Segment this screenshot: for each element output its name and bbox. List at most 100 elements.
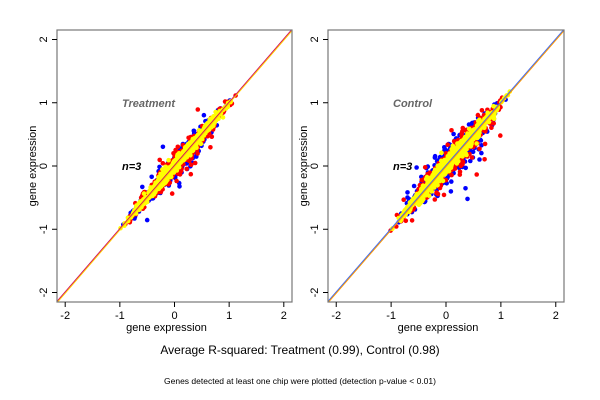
x-tick-label: -1 (386, 310, 396, 322)
y-tick-label: 2 (309, 36, 321, 42)
panel-title: Control (393, 98, 433, 110)
y-tick-label: 2 (38, 36, 50, 42)
data-point (445, 142, 451, 147)
data-point (220, 115, 226, 120)
reference-line (328, 30, 564, 302)
treatment-panel: -2 -1 0 1 2 -2 -1 0 1 2 gene expression gene expres… (27, 29, 293, 334)
x-tick-label: 1 (226, 310, 232, 322)
data-point (457, 169, 463, 175)
x-tick-label: 2 (553, 310, 559, 322)
data-point (468, 158, 473, 164)
data-point (479, 150, 484, 156)
y-tick-label: 0 (38, 163, 50, 169)
data-point (449, 172, 454, 178)
y-axis-label: gene expression (27, 126, 39, 207)
data-point (474, 172, 480, 177)
data-point (491, 116, 497, 121)
data-point (451, 131, 456, 137)
data-point (464, 152, 469, 158)
reference-line (57, 30, 292, 302)
data-point (469, 155, 475, 160)
data-point (149, 174, 154, 180)
data-point (482, 141, 488, 147)
data-point (201, 112, 207, 118)
data-point (144, 217, 150, 223)
data-point (429, 175, 435, 180)
data-point (448, 189, 454, 194)
data-point (460, 125, 466, 131)
detection-caption: Genes detected at least one chip were pl… (164, 376, 436, 386)
data-point (160, 144, 166, 150)
data-point (459, 132, 464, 138)
data-point (478, 138, 484, 143)
y-tick-label: -2 (38, 288, 50, 298)
x-tick-label: 0 (443, 310, 449, 322)
data-point (441, 192, 447, 198)
data-point (442, 145, 447, 150)
data-point (192, 160, 198, 166)
y-axis-label: gene expression (298, 126, 310, 207)
data-point (169, 191, 175, 196)
data-point (479, 108, 485, 113)
data-point (475, 112, 481, 118)
data-point (175, 144, 181, 150)
data-point (439, 150, 444, 155)
data-point (401, 197, 407, 202)
data-point (188, 171, 194, 177)
y-tick-label: 1 (38, 100, 50, 106)
data-point (422, 165, 428, 170)
data-point (405, 190, 410, 195)
data-point (438, 158, 444, 164)
x-tick-label: -2 (331, 310, 341, 322)
data-point (474, 141, 479, 146)
data-point (403, 218, 409, 224)
data-point (462, 137, 467, 142)
data-point (463, 186, 468, 191)
panel-title: Treatment (122, 98, 176, 110)
data-point (141, 191, 147, 196)
data-point (420, 183, 426, 188)
data-point (477, 146, 482, 152)
data-point (449, 128, 454, 133)
r-squared-caption: Average R-squared: Treatment (0.99), Con… (160, 343, 440, 357)
data-point (485, 110, 490, 115)
scatter-points (388, 89, 513, 233)
data-point (177, 184, 182, 189)
reference-line (328, 30, 564, 302)
data-point (449, 179, 454, 184)
data-point (157, 176, 163, 181)
data-point (477, 157, 482, 162)
control-panel: -2 -1 0 1 2 -2 -1 0 1 2 gene expression gene expres… (298, 29, 565, 334)
data-point (166, 157, 171, 163)
data-point (437, 163, 442, 168)
data-point (466, 126, 472, 132)
data-point (432, 153, 438, 159)
y-tick-label: -1 (38, 224, 50, 234)
data-point (449, 152, 454, 157)
data-point (171, 151, 176, 156)
data-point (165, 177, 170, 183)
sample-count-label: n=3 (393, 161, 412, 173)
data-point (160, 161, 166, 166)
data-point (476, 121, 481, 127)
x-tick-label: -1 (115, 310, 125, 322)
data-point (498, 133, 503, 138)
data-point (195, 107, 201, 112)
data-point (191, 128, 197, 134)
data-point (479, 143, 484, 148)
x-axis-label: gene expression (126, 322, 207, 334)
data-point (454, 156, 460, 161)
data-point (184, 166, 189, 172)
data-point (462, 148, 467, 153)
data-point (489, 125, 494, 130)
data-point (414, 165, 419, 170)
data-point (188, 162, 194, 167)
data-point (465, 196, 470, 202)
data-point (174, 178, 179, 184)
y-tick-label: -1 (309, 224, 321, 234)
x-axis-label: gene expression (398, 322, 479, 334)
data-point (432, 197, 438, 202)
x-tick-label: 1 (498, 310, 504, 322)
series-3 (390, 89, 513, 231)
